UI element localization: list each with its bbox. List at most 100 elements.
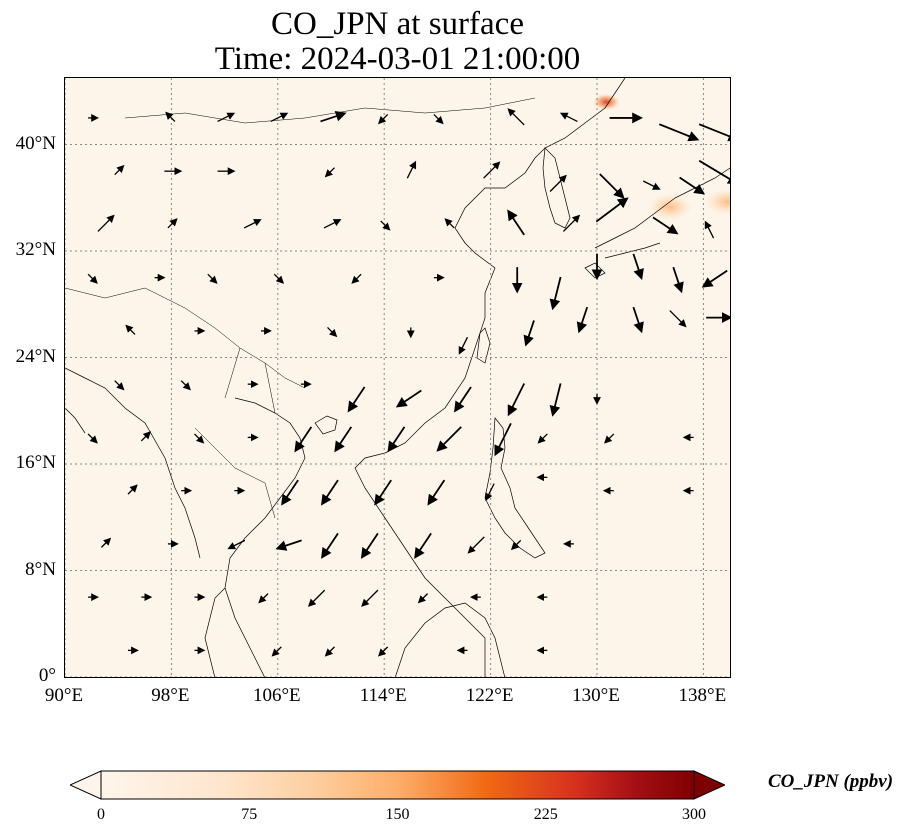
- wind-arrow: [207, 273, 218, 284]
- wind-arrow: [537, 433, 548, 444]
- wind-arrow: [243, 219, 262, 229]
- wind-arrow: [458, 336, 469, 355]
- wind-arrow: [576, 306, 589, 334]
- myanmar-coastline: [65, 367, 201, 559]
- wind-arrow: [679, 176, 706, 195]
- india-coastline: [65, 407, 86, 434]
- wind-arrow: [652, 216, 679, 235]
- wind-arrow: [549, 276, 562, 311]
- hainan-coastline: [314, 415, 338, 435]
- wind-arrow: [507, 209, 525, 236]
- wind-arrow: [467, 536, 485, 554]
- wind-arrow: [320, 111, 347, 123]
- lon-tick-label: 122°E: [465, 685, 514, 706]
- wind-arrow: [323, 219, 342, 229]
- china-coastline: [354, 78, 626, 677]
- malay-coastline: [204, 587, 226, 677]
- wind-arrow: [377, 113, 389, 125]
- wind-arrow: [114, 380, 125, 391]
- taiwan-coastline: [476, 327, 491, 364]
- wind-arrow: [510, 539, 522, 551]
- wind-arrow: [361, 589, 379, 607]
- colorbar-extend-high: [693, 770, 727, 800]
- lat-tick-label: 8°N: [25, 558, 56, 580]
- wind-arrow: [127, 484, 138, 495]
- wind-arrow: [698, 123, 730, 142]
- wind-arrow: [632, 306, 644, 334]
- wind-arrow: [436, 426, 462, 452]
- lat-tick-label: 32°N: [15, 239, 56, 261]
- wind-arrow: [114, 164, 125, 176]
- wind-arrow: [595, 197, 629, 223]
- lat-tick-label: 40°N: [15, 132, 56, 154]
- wind-arrow: [549, 383, 562, 417]
- wind-arrow: [324, 646, 335, 657]
- lon-tick-label: 130°E: [572, 685, 620, 706]
- wind-arrow: [351, 273, 362, 284]
- wind-arrow: [307, 589, 326, 607]
- map-title: CO_JPN at surface: [271, 6, 524, 42]
- wind-arrow: [698, 159, 730, 185]
- colorbar-tick-label: 225: [533, 806, 558, 823]
- wind-arrow: [334, 426, 353, 453]
- colorbar: [68, 770, 727, 800]
- wind-arrow: [258, 593, 269, 604]
- co-hotspot: [705, 188, 730, 215]
- wind-arrow: [523, 320, 535, 347]
- wind-arrow: [494, 422, 512, 457]
- colorbar-gradient: [100, 770, 695, 800]
- wind-arrow: [427, 479, 446, 506]
- wind-arrow: [165, 111, 176, 122]
- colorbar-extend-low: [68, 770, 102, 800]
- wind-arrow: [444, 218, 455, 229]
- wind-arrow: [125, 324, 136, 335]
- wind-arrow: [704, 220, 715, 239]
- wind-arrow: [387, 426, 406, 453]
- lon-tick-label: 90°E: [44, 685, 84, 706]
- wind-arrow: [281, 479, 299, 506]
- wind-arrow: [100, 537, 112, 548]
- wind-arrow: [97, 214, 115, 232]
- wind-arrow: [321, 532, 339, 559]
- philippines-coastline: [484, 417, 546, 559]
- co-hotspot-layer: [592, 93, 730, 221]
- wind-arrow: [294, 426, 313, 453]
- lon-tick-label: 106°E: [252, 685, 301, 706]
- map-subtitle-time: Time: 2024-03-01 21:00:00: [214, 41, 581, 77]
- wind-arrow: [599, 173, 625, 199]
- lon-tick-label: 114°E: [359, 685, 407, 706]
- wind-arrow: [194, 433, 205, 444]
- colorbar-tick-label: 300: [682, 806, 706, 823]
- country-borders: [65, 97, 536, 519]
- lat-tick-label: 16°N: [15, 452, 56, 474]
- wind-arrow: [658, 123, 700, 142]
- wind-arrow: [672, 266, 684, 294]
- japan-coastline: [584, 167, 730, 279]
- wind-vector-layer: [87, 108, 730, 657]
- wind-arrow: [507, 383, 526, 417]
- wind-arrow: [395, 389, 422, 408]
- lat-tick-label: 0°: [38, 665, 56, 686]
- wind-arrow: [604, 433, 615, 444]
- colorbar-tick-label: 75: [241, 806, 258, 823]
- map-panel: [64, 77, 731, 678]
- wind-arrow: [562, 214, 581, 232]
- wind-arrow: [327, 326, 338, 338]
- borneo-coastline: [394, 602, 506, 677]
- wind-arrow: [275, 539, 302, 551]
- wind-arrow: [321, 479, 339, 506]
- gridlines-layer: [65, 78, 730, 677]
- wind-arrow: [483, 161, 501, 179]
- map-canvas: [65, 78, 730, 677]
- wind-arrow: [433, 113, 444, 125]
- lon-tick-label: 138°E: [678, 685, 727, 706]
- colorbar-tick-label: 150: [385, 806, 410, 823]
- wind-arrow: [417, 593, 429, 604]
- indochina-coastline: [224, 397, 306, 677]
- wind-arrow: [87, 273, 98, 284]
- wind-arrow: [360, 532, 379, 559]
- wind-arrow: [632, 253, 644, 280]
- wind-arrow: [414, 532, 432, 559]
- wind-arrow: [669, 310, 687, 328]
- wind-arrow: [180, 380, 191, 391]
